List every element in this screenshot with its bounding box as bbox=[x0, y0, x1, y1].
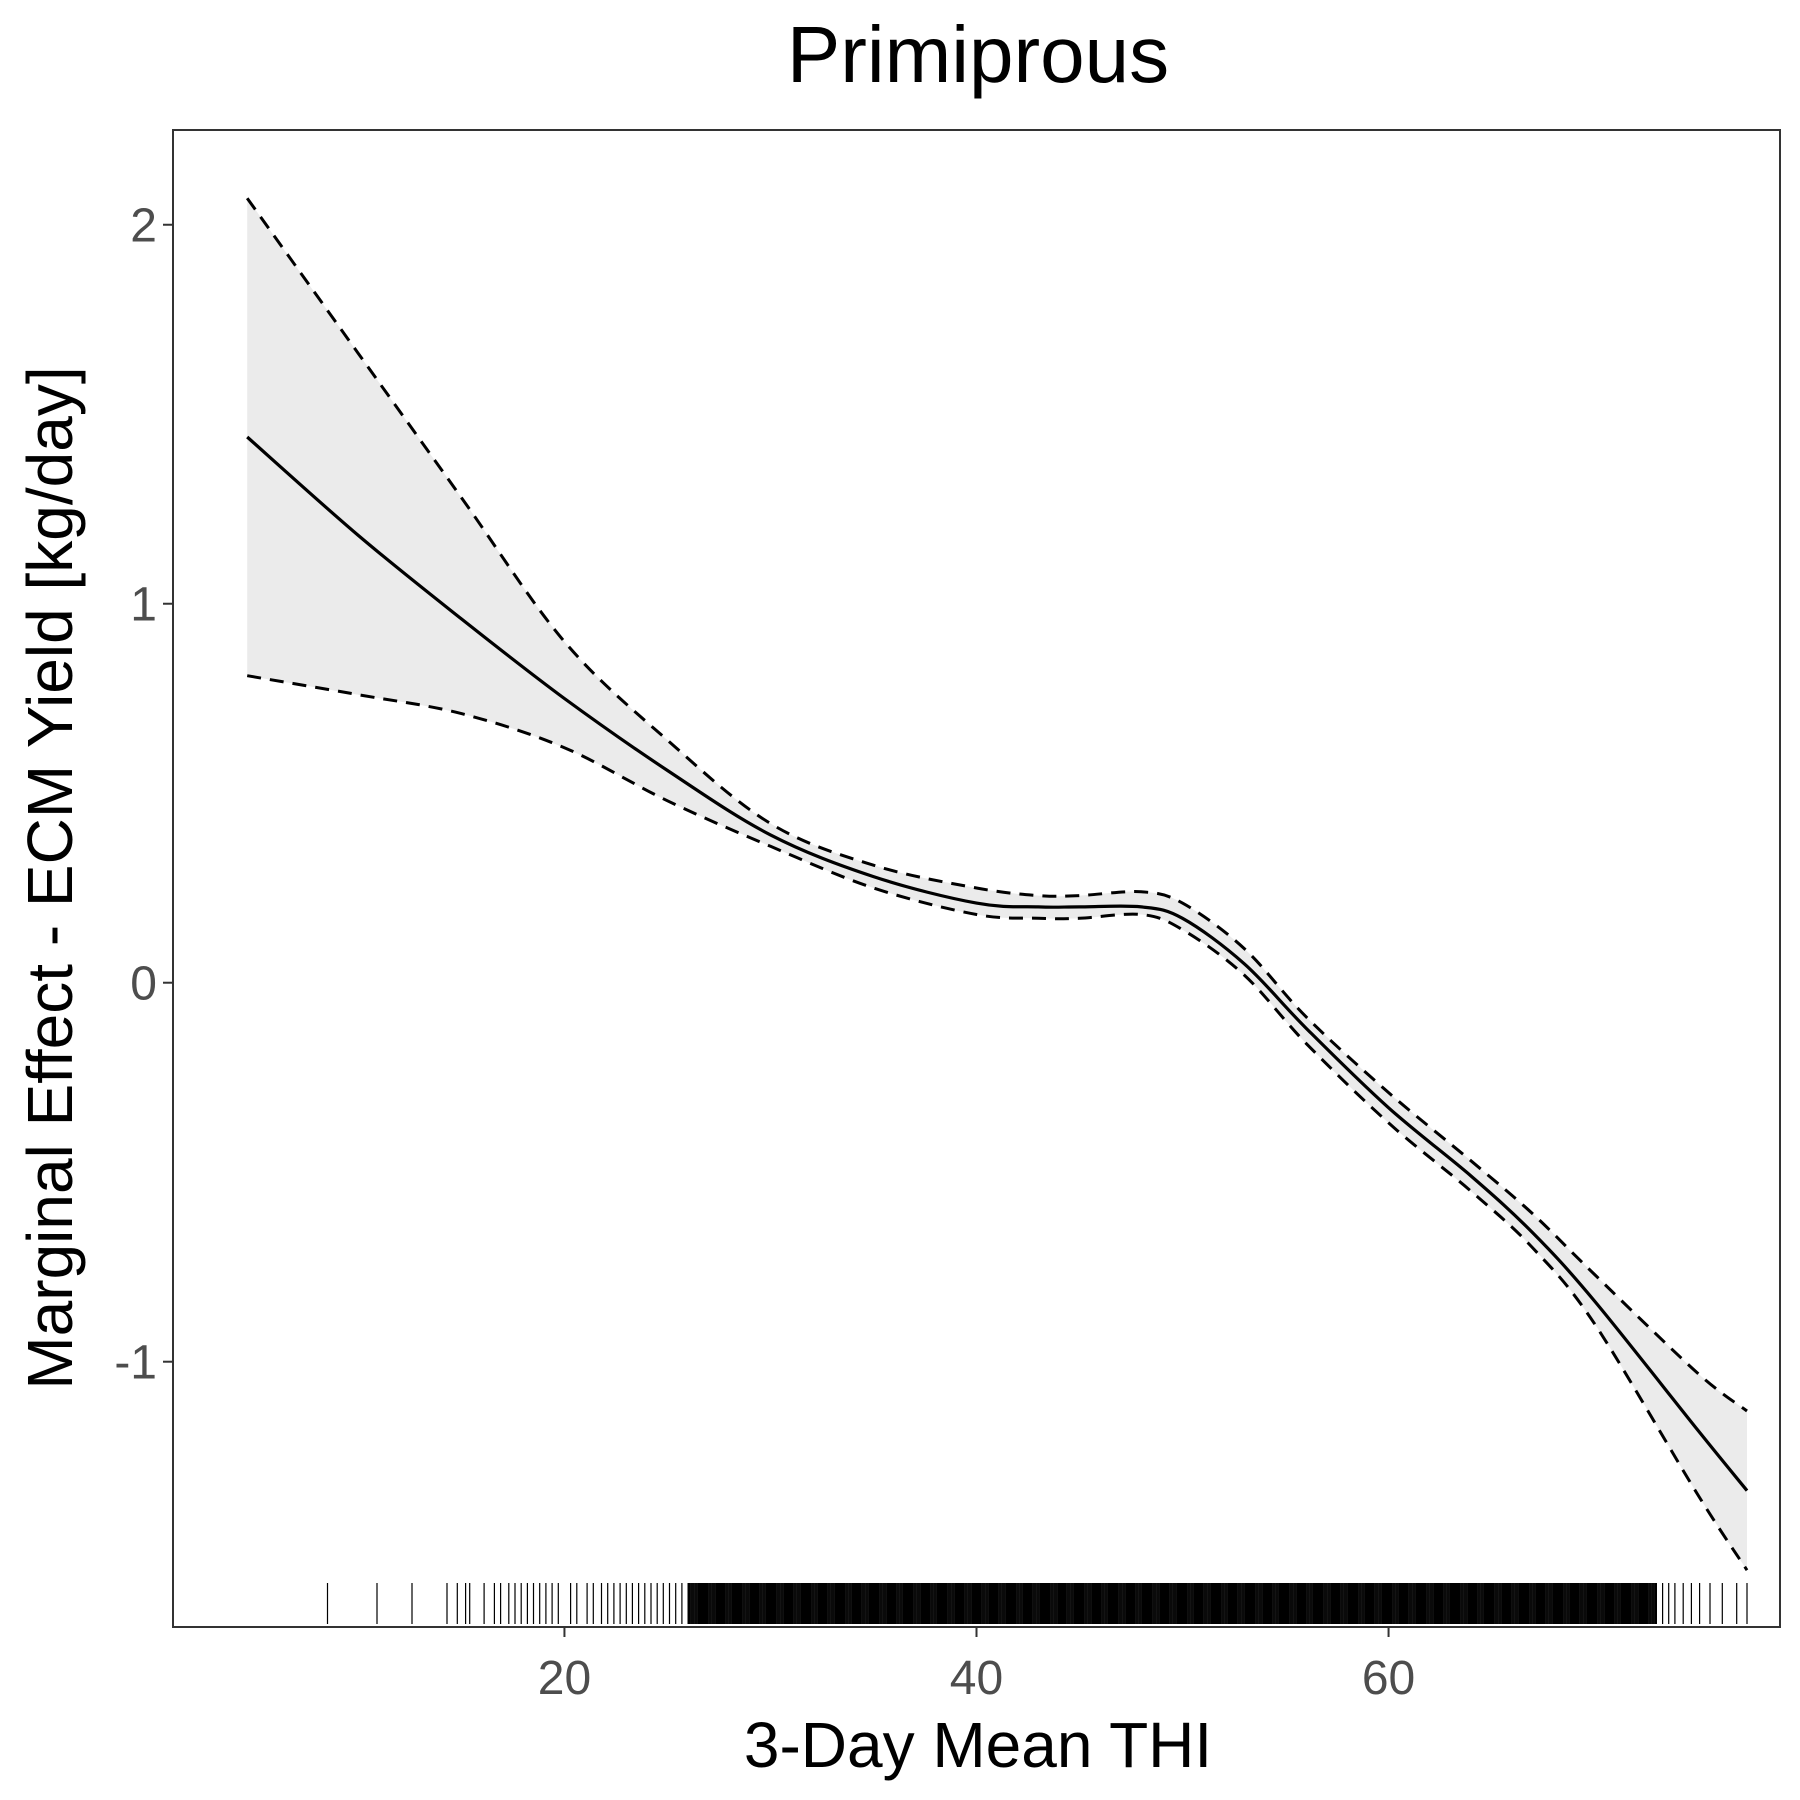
x-axis: 20 40 60 bbox=[538, 1627, 1415, 1705]
x-tick-label: 40 bbox=[950, 1652, 1003, 1705]
x-tick-label: 20 bbox=[538, 1652, 591, 1705]
series-lines bbox=[245, 197, 1749, 1572]
upper-ci-line bbox=[245, 197, 1748, 1413]
rug-marks bbox=[326, 1583, 1748, 1624]
estimate-line bbox=[246, 435, 1749, 1492]
y-axis-title: Marginal Effect - ECM Yield [kg/day] bbox=[14, 366, 86, 1389]
x-axis-title: 3-Day Mean THI bbox=[744, 1709, 1212, 1781]
y-tick-label: 2 bbox=[130, 200, 157, 253]
chart-title: Primiprous bbox=[787, 10, 1169, 99]
y-tick-label: 0 bbox=[130, 958, 157, 1011]
y-tick-label: -1 bbox=[114, 1337, 157, 1390]
lower-ci-line bbox=[246, 674, 1749, 1572]
x-tick-label: 60 bbox=[1362, 1652, 1415, 1705]
panel-background bbox=[173, 130, 1780, 1627]
y-tick-label: 1 bbox=[130, 579, 157, 632]
y-axis: -1 0 1 2 bbox=[114, 200, 173, 1390]
